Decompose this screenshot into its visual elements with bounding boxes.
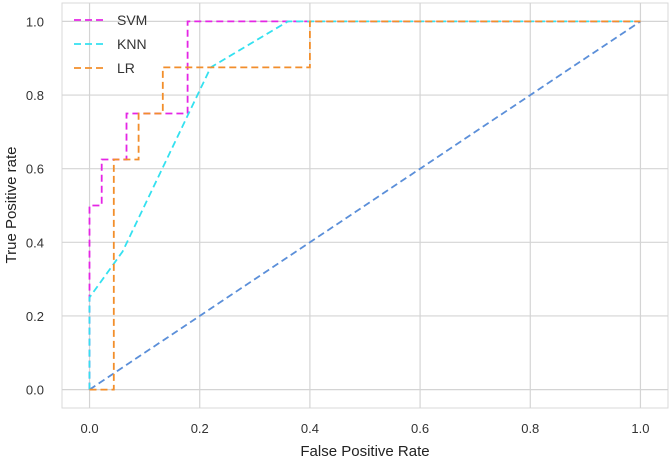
y-tick-label: 0.0	[26, 383, 44, 398]
x-tick-label: 0.4	[301, 421, 319, 436]
y-tick-labels: 0.0 0.2 0.4 0.6 0.8 1.0	[26, 14, 44, 397]
legend-label-knn: KNN	[117, 36, 147, 52]
x-tick-label: 0.2	[191, 421, 209, 436]
x-tick-label: 1.0	[631, 421, 649, 436]
x-tick-label: 0.0	[81, 421, 99, 436]
y-tick-label: 1.0	[26, 14, 44, 29]
legend-label-lr: LR	[117, 60, 135, 76]
x-tick-label: 0.8	[521, 421, 539, 436]
x-tick-labels: 0.0 0.2 0.4 0.6 0.8 1.0	[81, 421, 650, 436]
lr-roc-line	[89, 20, 641, 391]
legend: SVM KNN LR	[74, 12, 147, 76]
y-tick-label: 0.8	[26, 88, 44, 103]
reference-diagonal-line	[88, 20, 642, 391]
series-lines	[88, 20, 642, 391]
y-tick-label: 0.2	[26, 309, 44, 324]
x-axis-label: False Positive Rate	[300, 443, 429, 460]
y-tick-label: 0.6	[26, 162, 44, 177]
x-tick-label: 0.6	[411, 421, 429, 436]
y-axis-label: True Positive rate	[3, 147, 20, 264]
legend-label-svm: SVM	[117, 12, 147, 28]
y-tick-label: 0.4	[26, 235, 44, 250]
knn-roc-line	[88, 20, 641, 390]
